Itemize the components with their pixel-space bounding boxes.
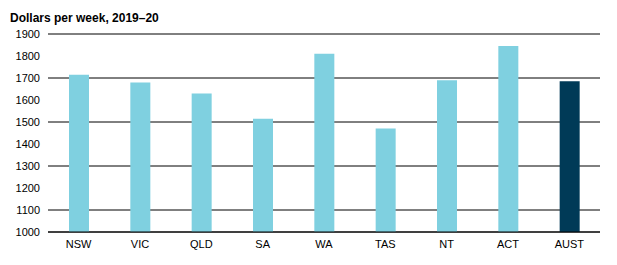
svg-text:AUST: AUST: [555, 238, 585, 250]
svg-text:NSW: NSW: [66, 238, 92, 250]
svg-text:1000: 1000: [16, 226, 40, 238]
svg-text:QLD: QLD: [190, 238, 213, 250]
svg-text:1800: 1800: [16, 50, 40, 62]
svg-text:1900: 1900: [16, 28, 40, 40]
svg-text:ACT: ACT: [497, 238, 519, 250]
svg-text:WA: WA: [315, 238, 333, 250]
svg-text:1300: 1300: [16, 160, 40, 172]
svg-text:1700: 1700: [16, 72, 40, 84]
svg-text:1100: 1100: [16, 204, 40, 216]
html-text:Dollars per week, 2019–20: Dollars per week, 2019–20: [10, 11, 159, 25]
svg-text:1500: 1500: [16, 116, 40, 128]
svg-text:NT: NT: [439, 238, 454, 250]
svg-text:1600: 1600: [16, 94, 40, 106]
svg-text:SA: SA: [255, 238, 270, 250]
svg-text:1400: 1400: [16, 138, 40, 150]
svg-text:1200: 1200: [16, 182, 40, 194]
svg-text:TAS: TAS: [375, 238, 396, 250]
svg-text:VIC: VIC: [131, 238, 149, 250]
